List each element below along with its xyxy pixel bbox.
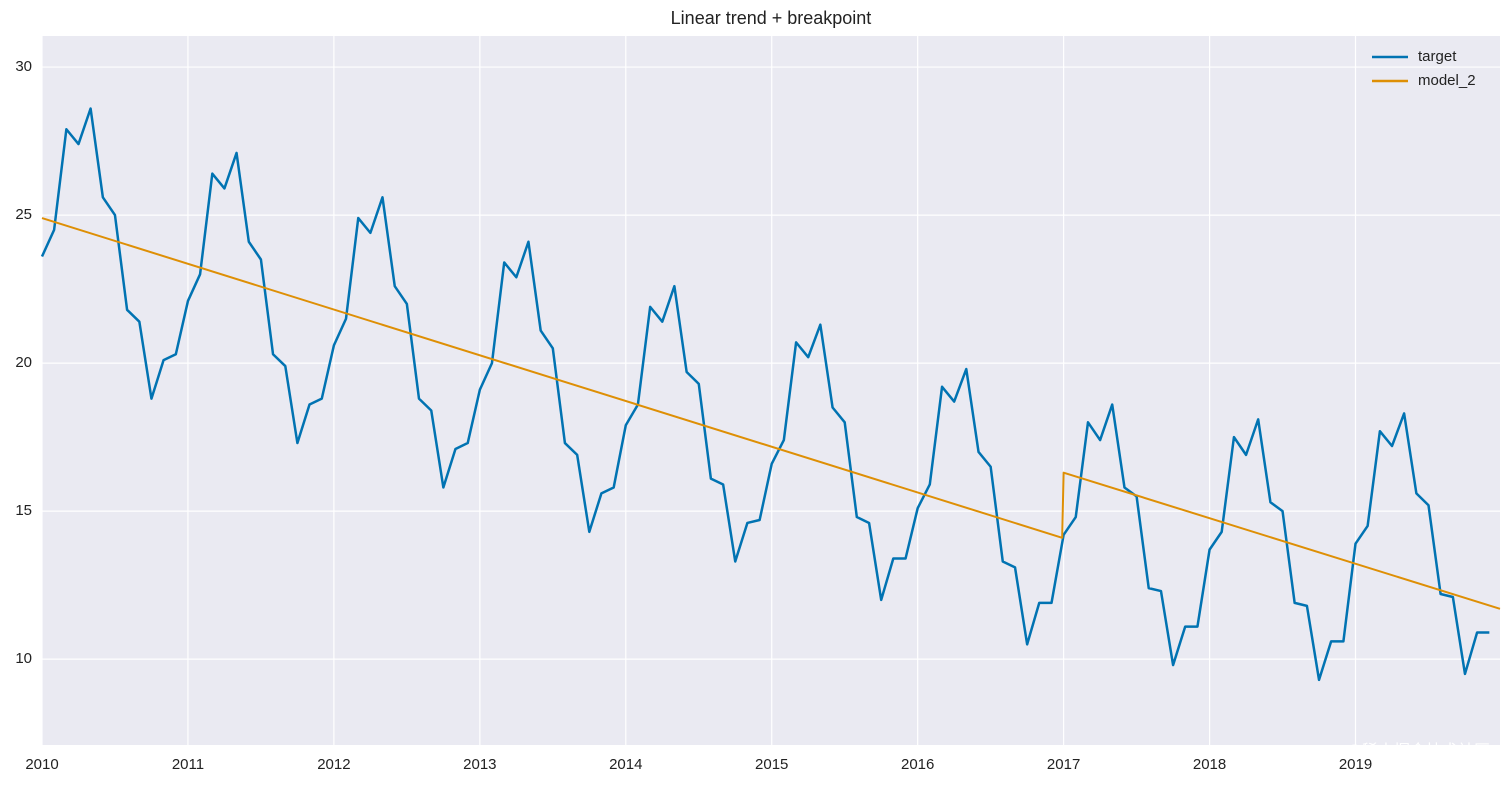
y-tick-label: 25 [15, 206, 32, 223]
x-tick-label: 2012 [317, 756, 350, 773]
y-tick-label: 10 [15, 650, 32, 667]
x-tick-label: 2014 [609, 756, 642, 773]
x-tick-label: 2011 [172, 756, 204, 773]
x-tick-label: 2018 [1193, 756, 1226, 773]
line [40, 107, 1490, 682]
x-tick-label: 2013 [463, 756, 496, 773]
line [41, 217, 1501, 610]
legend-label: target [1418, 48, 1457, 65]
chart-title: Linear trend + breakpoint [671, 8, 872, 28]
plot-background [42, 36, 1500, 745]
x-tick-label: 2016 [901, 756, 934, 773]
x-tick-label: 2015 [755, 756, 788, 773]
x-tick-label: 2010 [25, 756, 58, 773]
x-tick-label: 2019 [1339, 756, 1372, 773]
x-tick-label: 2017 [1047, 756, 1080, 773]
watermark: @稀土掘金技术社区 [1346, 742, 1490, 760]
y-tick-label: 15 [15, 502, 32, 519]
legend-label: model_2 [1418, 72, 1476, 89]
y-tick-label: 20 [15, 354, 32, 371]
y-tick-label: 30 [15, 58, 32, 75]
